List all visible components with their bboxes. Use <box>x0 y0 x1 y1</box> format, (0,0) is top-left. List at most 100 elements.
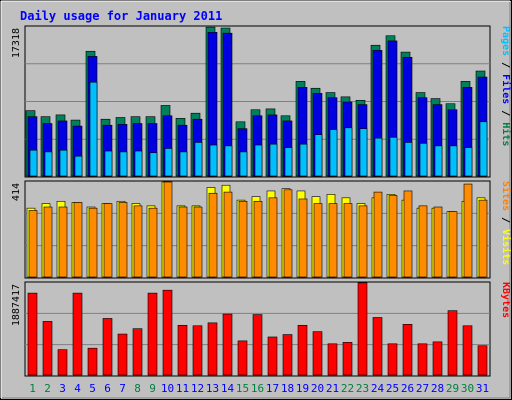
middle-bar-sites-day-23 <box>358 205 368 278</box>
top-bar-pages-day-3 <box>59 149 68 177</box>
day-label-5: 5 <box>89 382 96 395</box>
bottom-bar-kbytes-day-2 <box>42 321 53 376</box>
day-label-21: 21 <box>326 382 339 395</box>
bottom-bar-kbytes-day-31 <box>477 345 488 376</box>
middle-bar-sites-day-30 <box>463 183 473 278</box>
middle-series-sites <box>28 181 488 278</box>
bottom-bar-kbytes-day-4 <box>72 292 83 376</box>
top-bar-pages-day-8 <box>134 150 143 177</box>
top-bar-pages-day-2 <box>44 151 53 177</box>
middle-bar-sites-day-31 <box>478 199 488 278</box>
middle-bar-sites-day-20 <box>313 203 323 278</box>
bottom-bar-kbytes-day-20 <box>312 331 323 376</box>
top-bar-pages-day-18 <box>284 147 293 177</box>
middle-bar-sites-day-10 <box>163 181 173 278</box>
top-bar-pages-day-14 <box>224 145 233 177</box>
day-label-17: 17 <box>266 382 279 395</box>
bottom-bar-kbytes-day-8 <box>132 328 143 376</box>
bottom-bar-kbytes-day-5 <box>87 347 98 376</box>
middle-bar-sites-day-3 <box>58 206 68 278</box>
middle-bar-sites-day-5 <box>88 207 98 278</box>
top-bar-pages-day-27 <box>419 143 428 177</box>
middle-max-label: 414 <box>11 183 22 201</box>
middle-panel: 414 Sites / Visits <box>11 180 512 279</box>
day-label-9: 9 <box>149 382 156 395</box>
day-label-22: 22 <box>341 382 354 395</box>
day-label-2: 2 <box>44 382 51 395</box>
day-label-25: 25 <box>386 382 399 395</box>
bottom-bar-kbytes-day-17 <box>267 336 278 376</box>
day-label-26: 26 <box>401 382 414 395</box>
top-bar-pages-day-20 <box>314 134 323 177</box>
bottom-bar-kbytes-day-19 <box>297 324 308 376</box>
middle-bar-sites-day-7 <box>118 202 128 278</box>
middle-bar-sites-day-17 <box>268 197 278 278</box>
day-label-23: 23 <box>356 382 369 395</box>
day-label-20: 20 <box>311 382 324 395</box>
day-label-15: 15 <box>236 382 249 395</box>
top-panel: 17318 Pages / Files / Hits <box>11 25 512 178</box>
bottom-bar-kbytes-day-24 <box>372 317 383 376</box>
day-labels: 1 2 3 4 5 6 7 8 9 10 11 12 13 14 15 16 17 18 19 20 21 22 23 24 2… <box>29 382 489 395</box>
middle-bar-sites-day-12 <box>193 206 203 278</box>
middle-bar-sites-day-13 <box>208 192 218 278</box>
day-label-27: 27 <box>416 382 429 395</box>
middle-bar-sites-day-18 <box>283 189 293 278</box>
top-bar-pages-day-11 <box>179 151 188 177</box>
middle-bar-sites-day-14 <box>223 191 233 278</box>
legend-entry: / <box>500 211 511 229</box>
top-bar-pages-day-23 <box>359 128 368 177</box>
top-bar-pages-day-17 <box>269 143 278 177</box>
bottom-bar-kbytes-day-18 <box>282 334 293 376</box>
top-bar-pages-day-29 <box>449 145 458 177</box>
top-bar-pages-day-26 <box>404 142 413 177</box>
bottom-bar-kbytes-day-30 <box>462 325 473 376</box>
middle-bar-sites-day-16 <box>253 200 263 278</box>
chart-title: Daily usage for January 2011 <box>20 9 222 23</box>
top-max-label: 17318 <box>11 28 22 58</box>
middle-bar-sites-day-22 <box>343 203 353 278</box>
day-label-8: 8 <box>134 382 141 395</box>
bottom-bar-kbytes-day-6 <box>102 318 113 376</box>
top-bar-pages-day-5 <box>89 81 98 177</box>
middle-bar-sites-day-4 <box>73 202 83 278</box>
middle-bar-sites-day-11 <box>178 206 188 278</box>
top-bar-pages-day-10 <box>164 148 173 177</box>
legend-entry: KBytes <box>500 282 511 318</box>
day-label-30: 30 <box>461 382 474 395</box>
day-label-29: 29 <box>446 382 459 395</box>
day-label-4: 4 <box>74 382 81 395</box>
top-bar-pages-day-15 <box>239 151 248 177</box>
legend-entry: Hits <box>500 122 512 146</box>
top-legend: Pages / Files / Hits <box>500 26 512 146</box>
top-bar-pages-day-9 <box>149 152 158 177</box>
bottom-panel: 1887417 KBytes <box>11 281 511 377</box>
top-bar-pages-day-28 <box>434 145 443 177</box>
bottom-bar-kbytes-day-7 <box>117 333 128 376</box>
day-label-19: 19 <box>296 382 309 395</box>
middle-bar-sites-day-2 <box>43 206 53 278</box>
bottom-bar-kbytes-day-28 <box>432 341 443 376</box>
day-label-14: 14 <box>221 382 235 395</box>
bottom-bar-kbytes-day-13 <box>207 322 218 376</box>
bottom-bar-kbytes-day-1 <box>27 292 38 376</box>
legend-entry: / <box>500 56 511 74</box>
bottom-bar-kbytes-day-16 <box>252 314 263 376</box>
middle-bar-sites-day-24 <box>373 191 383 278</box>
day-label-31: 31 <box>476 382 489 395</box>
middle-bar-sites-day-1 <box>28 210 38 278</box>
middle-bar-sites-day-6 <box>103 203 113 278</box>
top-bar-pages-day-16 <box>254 144 263 177</box>
top-bar-pages-day-1 <box>29 149 38 177</box>
legend-entry: Sites <box>500 181 512 211</box>
bottom-bar-kbytes-day-27 <box>417 343 428 376</box>
top-bar-pages-day-19 <box>299 143 308 177</box>
middle-bar-sites-day-21 <box>328 203 338 278</box>
middle-bar-sites-day-29 <box>448 211 458 278</box>
top-bar-pages-day-13 <box>209 144 218 177</box>
top-series-pages <box>29 81 488 177</box>
bottom-bar-kbytes-day-22 <box>342 342 353 376</box>
day-label-28: 28 <box>431 382 444 395</box>
day-label-6: 6 <box>104 382 111 395</box>
top-bar-pages-day-7 <box>119 151 128 177</box>
